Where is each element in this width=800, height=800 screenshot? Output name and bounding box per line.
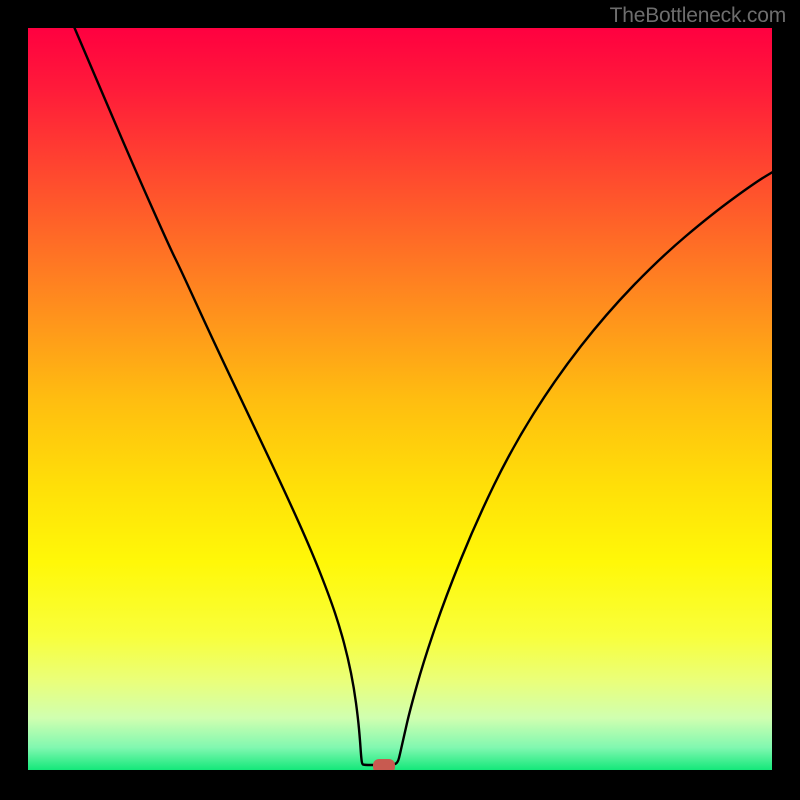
frame-left xyxy=(0,0,28,800)
bottleneck-curve xyxy=(0,0,800,800)
frame-bottom xyxy=(0,770,800,800)
frame-right xyxy=(772,0,800,800)
curve-path xyxy=(72,22,776,765)
watermark-text: TheBottleneck.com xyxy=(610,4,786,28)
